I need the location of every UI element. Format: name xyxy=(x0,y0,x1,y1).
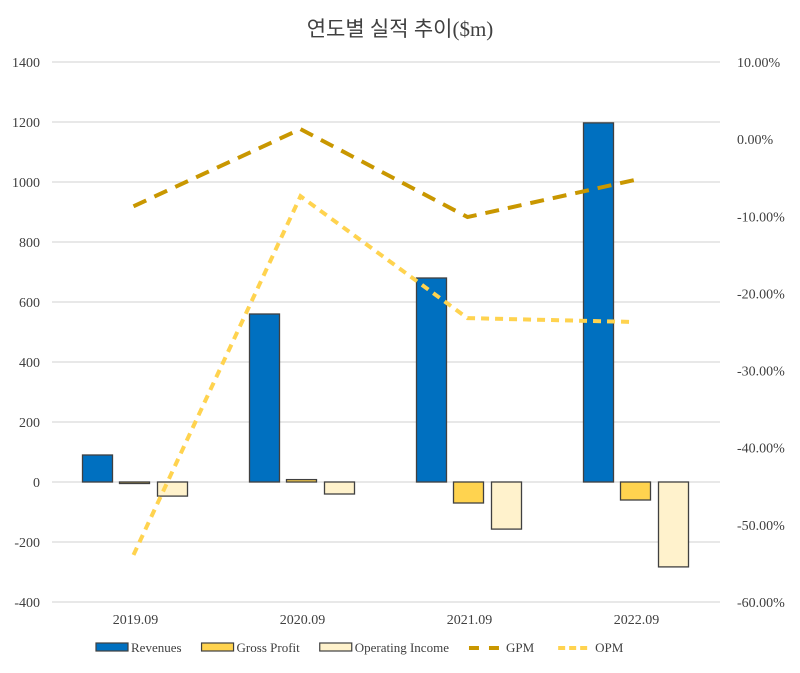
legend-swatch xyxy=(319,642,353,652)
right-axis: -60.00% -50.00% -40.00% -30.00% -20.00% -10.0… xyxy=(737,56,785,611)
left-tick-label: 1200 xyxy=(12,116,40,131)
right-tick-label: -20.00% xyxy=(737,287,785,302)
left-tick-label: 600 xyxy=(19,296,40,311)
x-axis: 2019.09 2020.09 2021.09 2022.09 xyxy=(113,613,660,628)
x-tick-label: 2019.09 xyxy=(113,613,159,628)
bar-revenues xyxy=(415,277,448,483)
bar-gross-profit xyxy=(452,481,485,504)
bar-revenues xyxy=(248,313,281,483)
legend: Revenues Gross Profit Operating Income GPM O… xyxy=(95,640,624,655)
left-tick-label: 1400 xyxy=(12,56,40,71)
right-tick-label: -50.00% xyxy=(737,519,785,534)
gridlines xyxy=(52,61,720,603)
bar-operating-income xyxy=(490,481,523,530)
legend-label: Gross Profit xyxy=(237,640,301,655)
legend-label: Revenues xyxy=(131,640,182,655)
left-tick-label: -200 xyxy=(14,536,40,551)
bar-operating-income xyxy=(657,481,690,568)
line-opm xyxy=(131,193,635,556)
legend-swatch xyxy=(200,642,235,652)
legend-label: GPM xyxy=(506,640,535,655)
bar-gross-profit xyxy=(285,478,318,483)
line-gpm xyxy=(132,126,635,220)
x-tick-label: 2022.09 xyxy=(614,613,660,628)
right-tick-label: -60.00% xyxy=(737,596,785,611)
left-tick-label: 800 xyxy=(19,236,40,251)
bar-revenues xyxy=(582,122,615,483)
bar-operating-income xyxy=(323,481,356,495)
lines xyxy=(131,126,635,556)
right-tick-label: 10.00% xyxy=(737,56,781,71)
right-tick-label: -30.00% xyxy=(737,365,785,380)
bar-gross-profit xyxy=(118,481,151,485)
legend-label: Operating Income xyxy=(355,640,449,655)
x-tick-label: 2020.09 xyxy=(280,613,326,628)
legend-swatch xyxy=(95,642,129,652)
legend-label: OPM xyxy=(595,640,624,655)
left-tick-label: 400 xyxy=(19,356,40,371)
left-tick-label: 200 xyxy=(19,416,40,431)
right-tick-label: -10.00% xyxy=(737,210,785,225)
right-tick-label: 0.00% xyxy=(737,133,774,148)
left-axis: -400 -200 0 200 400 600 800 1000 1200 1400 xyxy=(12,56,40,611)
bar-revenues xyxy=(81,454,114,483)
right-tick-label: -40.00% xyxy=(737,442,785,457)
bar-gross-profit xyxy=(619,481,652,501)
left-tick-label: 1000 xyxy=(12,176,40,191)
left-tick-label: 0 xyxy=(33,476,40,491)
chart-title: 연도별 실적 추이($m) xyxy=(307,17,494,41)
left-tick-label: -400 xyxy=(14,596,40,611)
bars xyxy=(81,122,690,568)
x-tick-label: 2021.09 xyxy=(447,613,493,628)
